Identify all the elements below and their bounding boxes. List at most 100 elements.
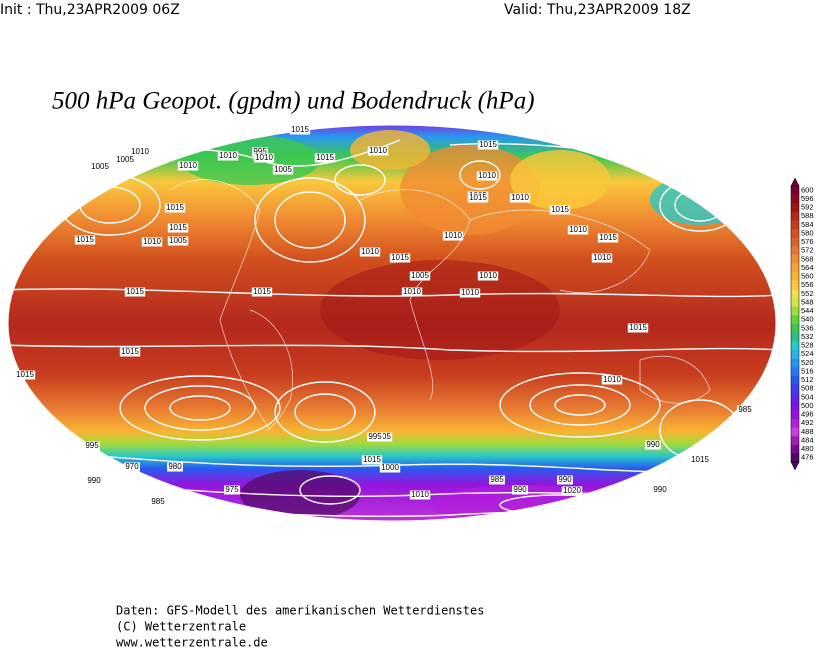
colorbar-swatch [791,194,799,204]
colorbar-swatch [791,444,799,454]
colorbar-label: 504 [801,392,814,401]
colorbar-label: 596 [801,194,814,203]
isobar-label: 985 [490,475,504,484]
isobar-label: 970 [125,462,139,471]
isobar-label: 1010 [444,231,462,240]
isobar-label: 985 [151,497,165,506]
isobar-label-bg [74,235,96,245]
ridge [400,145,540,235]
isobar-label-bg [689,455,711,465]
isobar-label-bg [367,432,383,442]
isobar-label-bg [512,485,528,495]
isobar-label-bg [141,237,163,247]
isobar-label: 1010 [478,171,496,180]
isobar-label: 995 [85,441,99,450]
isobar-label: 1005 [274,165,292,174]
init-time: Init : Thu,23APR2009 06Z [0,2,180,18]
colorbar-swatch [791,324,799,333]
colorbar-swatch [791,418,799,428]
isobar-label: 1010 [511,193,529,202]
colorbar-label: 572 [801,246,814,255]
colorbar-swatch [791,246,799,256]
footer-line: (C) Wetterzentrale [116,620,246,634]
colorbar-label: 508 [801,384,814,393]
isobar-label-bg [459,288,481,298]
isobar-label-bg [252,147,268,157]
isobar-label-bg [561,486,583,496]
isobar-label-bg [86,476,102,486]
colorbar-label: 580 [801,228,814,237]
isobar-label-bg [224,485,240,495]
isobar-label-bg [591,253,613,263]
isobar-label: 1015 [629,323,647,332]
colorbar-label: 484 [801,435,814,444]
isobar-label-bg [601,375,623,385]
isobar-label: 1015 [121,347,139,356]
isobar-label: 1015 [391,253,409,262]
isobar-label: 1010 [143,237,161,246]
colorbar-swatch [791,289,799,299]
isobar-label-bg [645,440,661,450]
colorbar-label: 516 [801,366,814,375]
isobar-label-bg [84,441,100,451]
colorbar-swatch [791,367,799,377]
isobar-label: 1010 [369,146,387,155]
colorbar-swatch [791,280,799,290]
isobar-label: 1015 [169,223,187,232]
isobar-label-bg [477,271,499,281]
isobar-label-bg [89,162,111,172]
colorbar-label: 544 [801,306,814,315]
isobar-label-bg [14,370,36,380]
isobar-label: 1010 [479,271,497,280]
colorbar-label: 536 [801,323,814,332]
isobar-label: 1015 [551,205,569,214]
isobar-label-bg [557,475,573,485]
isobar-label: 1005 [169,236,187,245]
isobar-label: 1010 [593,253,611,262]
isobar-label-bg [359,247,381,257]
isobar-label-bg [567,225,589,235]
high-core [320,260,560,360]
isobar-label: 980 [168,462,182,471]
ridge [350,130,430,170]
colorbar-label: 540 [801,315,814,324]
isobar-label: 1015 [599,233,617,242]
isobar-label: 990 [87,476,101,485]
colorbar-label: 568 [801,254,814,263]
isobar-label-bg [549,205,571,215]
colorbar-label: 556 [801,280,814,289]
isobar-label: 1010 [403,287,421,296]
colorbar-label: 564 [801,263,814,272]
isobar-label: 1015 [291,125,309,134]
colorbar-label: 576 [801,237,814,246]
isobar-label-bg [627,323,649,333]
colorbar-swatch [791,186,799,195]
isobar-label-bg [409,271,431,281]
isobar-label-bg [509,193,531,203]
colorbar-swatch [791,263,799,273]
isobar-label-bg [253,153,275,163]
colorbar-cap [790,177,800,187]
colorbar-label: 560 [801,272,814,281]
isobar-label: 1015 [76,235,94,244]
colorbar-label: 476 [801,453,814,462]
isobar-label-bg [401,287,423,297]
isobar-label: 1020 [563,486,581,495]
isobar-label-bg [442,231,464,241]
isobar-label-bg [129,147,151,157]
isobar-label: 975 [225,485,239,494]
colorbar-swatch [791,436,799,446]
colorbar-swatch [791,229,799,239]
isobar-label: 1010 [461,288,479,297]
colorbar-label: 592 [801,203,814,212]
colorbar-label: 520 [801,358,814,367]
colorbar-cap [790,461,800,471]
colorbar-swatch [791,375,799,385]
isobar-label: 1000 [381,463,399,472]
isobar-label-bg [150,497,166,507]
colorbar-swatch [791,272,799,282]
isobar-label-bg [489,475,505,485]
isobar-label-bg [114,155,136,165]
